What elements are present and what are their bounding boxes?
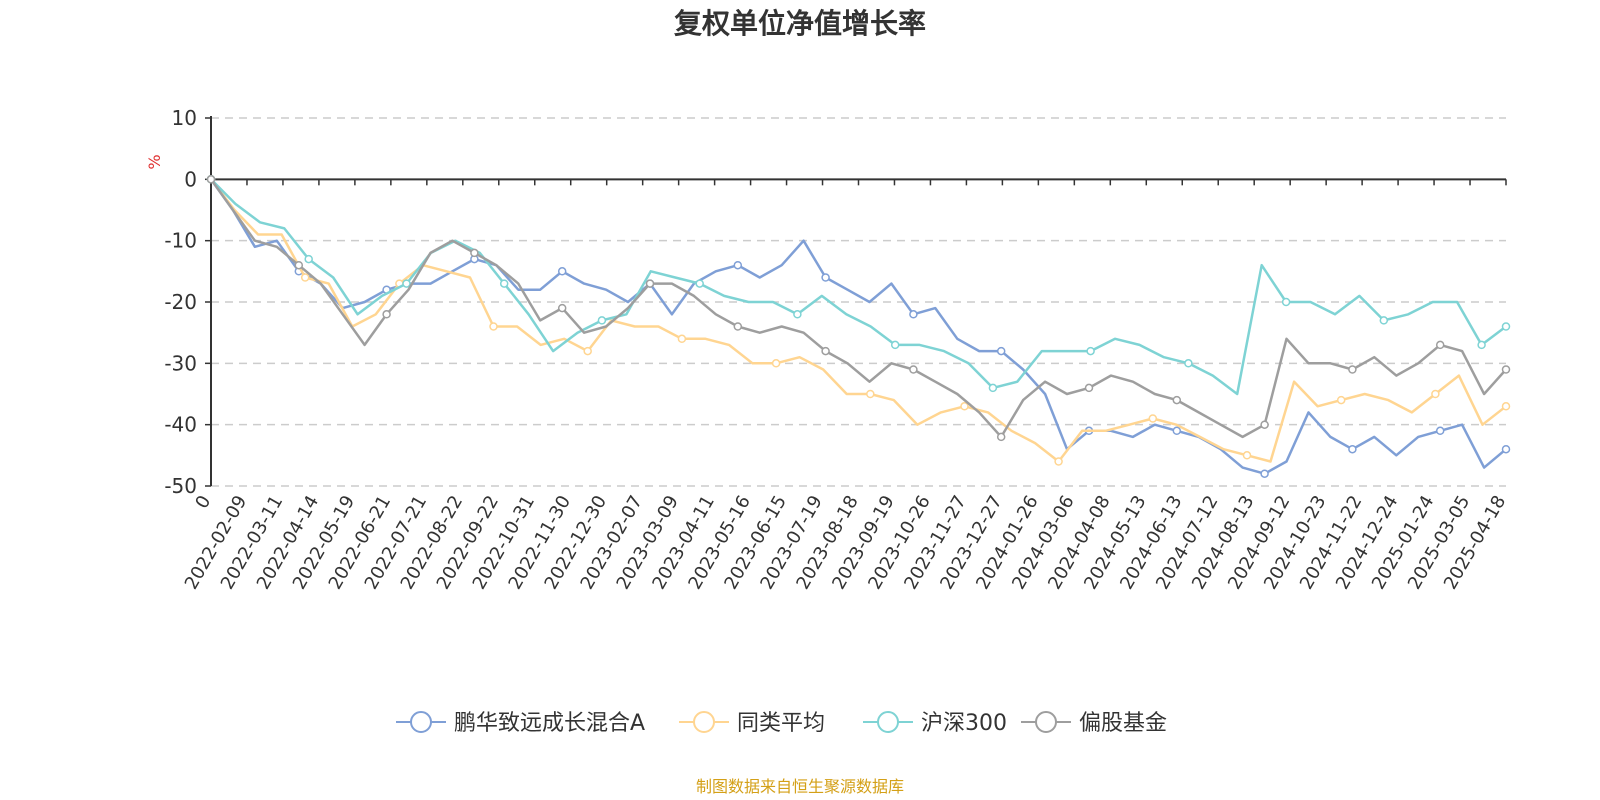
legend-marker xyxy=(693,711,715,733)
legend: 鹏华致远成长混合A 同类平均 沪深300 偏股基金 xyxy=(396,711,1167,736)
legend-item-0[interactable]: 鹏华致远成长混合A xyxy=(396,711,645,736)
y-tick-label: -40 xyxy=(164,413,197,437)
data-point xyxy=(909,365,918,374)
data-point xyxy=(1348,365,1357,374)
data-point xyxy=(1148,414,1158,423)
data-point xyxy=(597,316,607,325)
data-point xyxy=(499,279,509,288)
data-point xyxy=(821,273,830,282)
x-tick-label: 0 xyxy=(191,492,215,512)
data-point xyxy=(1501,402,1511,411)
legend-label: 沪深300 xyxy=(921,711,1007,736)
y-tick-label: 10 xyxy=(172,106,197,130)
data-point xyxy=(557,303,567,313)
data-point xyxy=(1435,340,1445,350)
data-point xyxy=(1260,420,1269,429)
data-point xyxy=(988,383,998,393)
legend-item-2[interactable]: 沪深300 xyxy=(863,711,1007,736)
data-point xyxy=(1348,444,1357,454)
legend-label: 鹏华致远成长混合A xyxy=(454,711,645,736)
y-tick-label: -20 xyxy=(164,290,197,314)
data-point xyxy=(1184,359,1193,368)
data-point xyxy=(583,346,592,356)
y-axis-unit: % xyxy=(145,154,164,169)
y-tick-label: -50 xyxy=(164,474,197,498)
data-point xyxy=(821,346,830,356)
series-line-0 xyxy=(209,178,1507,475)
series-line-3 xyxy=(209,178,1507,439)
y-tick-label: 0 xyxy=(184,167,197,191)
grid-lines xyxy=(211,117,1506,487)
legend-label: 偏股基金 xyxy=(1079,711,1167,736)
data-point xyxy=(771,359,781,368)
data-point xyxy=(402,279,411,288)
data-point xyxy=(557,267,567,276)
legend-item-1[interactable]: 同类平均 xyxy=(679,711,825,736)
data-point xyxy=(996,346,1006,356)
data-point xyxy=(909,310,918,319)
data-point xyxy=(793,310,802,319)
data-point xyxy=(890,340,900,350)
data-point xyxy=(733,322,743,331)
data-point xyxy=(677,334,687,344)
y-axis: 10 0 -10 -20 -30 -40 -50 xyxy=(164,106,212,498)
data-point xyxy=(733,260,743,270)
data-point xyxy=(300,273,310,282)
data-source-note: 制图数据来自恒生聚源数据库 xyxy=(696,777,904,796)
data-point xyxy=(382,310,391,319)
series-line-1 xyxy=(210,178,1507,463)
y-tick-label: -10 xyxy=(164,229,197,253)
data-point xyxy=(866,389,875,399)
data-point xyxy=(470,248,479,258)
data-point xyxy=(1477,340,1486,350)
data-point xyxy=(304,254,313,264)
data-point xyxy=(1336,395,1346,405)
legend-marker xyxy=(877,711,899,733)
data-point xyxy=(1260,469,1269,478)
data-point xyxy=(1054,457,1063,466)
legend-marker xyxy=(1035,711,1057,733)
data-point xyxy=(1501,444,1511,454)
series-lines xyxy=(206,175,1511,478)
data-point xyxy=(1431,389,1440,399)
data-point xyxy=(996,432,1006,442)
data-point xyxy=(1501,322,1511,331)
data-point xyxy=(1281,297,1291,307)
data-point xyxy=(206,175,216,184)
legend-item-3[interactable]: 偏股基金 xyxy=(1021,711,1167,736)
data-point xyxy=(294,260,304,270)
data-point xyxy=(1084,383,1094,393)
data-point xyxy=(695,279,704,288)
data-point xyxy=(1172,395,1182,405)
legend-label: 同类平均 xyxy=(737,711,825,736)
data-point xyxy=(1501,365,1511,374)
data-point xyxy=(960,402,969,411)
data-point xyxy=(1086,346,1095,356)
chart-title: 复权单位净值增长率 xyxy=(674,7,926,40)
data-point xyxy=(1172,426,1182,436)
data-point xyxy=(489,322,498,331)
data-point xyxy=(1379,316,1389,325)
data-point xyxy=(1242,451,1252,460)
legend-marker xyxy=(410,711,432,733)
data-point xyxy=(645,279,655,288)
y-tick-label: -30 xyxy=(164,351,197,375)
data-point xyxy=(1435,426,1445,436)
